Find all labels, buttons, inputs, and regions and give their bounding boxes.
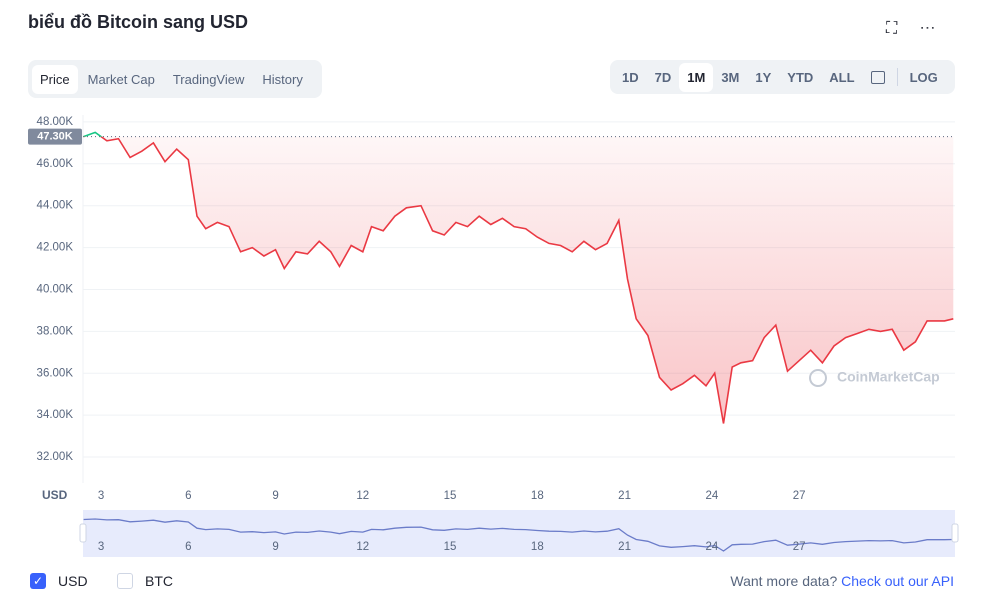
x-tick-label: 27: [793, 490, 806, 502]
range-button[interactable]: YTD: [787, 69, 814, 85]
range-bar: 1D 7D 1M 3M 1Y YTD ALL LOG: [610, 60, 955, 94]
watermark: CoinMarketCap: [837, 369, 940, 385]
y-tick-label: 42.00K: [37, 242, 74, 254]
footer: Want more data? Check out our API: [730, 573, 954, 589]
x-tick-label: 21: [618, 490, 631, 502]
log-button[interactable]: LOG: [909, 69, 938, 85]
separator: [896, 68, 898, 86]
legend-item[interactable]: BTC: [117, 573, 173, 589]
legend-label: BTC: [145, 573, 173, 589]
navigator-tick-label: 27: [793, 541, 806, 553]
y-axis-label: USD: [42, 488, 68, 502]
x-tick-label: 6: [185, 490, 191, 502]
price-marker-label: 47.30K: [37, 130, 73, 142]
navigator-handle[interactable]: [951, 523, 959, 543]
range-button[interactable]: 1D: [622, 69, 639, 85]
navigator-tick-label: 24: [705, 541, 718, 553]
tab-bar: Price Market Cap TradingView History: [28, 60, 322, 98]
tab[interactable]: Price: [32, 64, 78, 94]
navigator-handle[interactable]: [79, 523, 87, 543]
navigator-tick-label: 18: [531, 541, 544, 553]
navigator-tick-label: 15: [444, 541, 457, 553]
price-marker-bg: [28, 128, 82, 145]
x-tick-label: 24: [705, 490, 718, 502]
legend-item[interactable]: ✓ USD: [30, 573, 88, 589]
y-tick-label: 44.00K: [37, 200, 74, 212]
range-button[interactable]: 3M: [721, 69, 740, 85]
y-tick-label: 32.00K: [37, 451, 74, 463]
navigator-tick-label: 9: [272, 541, 278, 553]
x-tick-label: 18: [531, 490, 544, 502]
y-tick-label: 38.00K: [37, 325, 74, 337]
y-tick-label: 34.00K: [37, 409, 74, 421]
x-tick-label: 9: [272, 490, 278, 502]
navigator-line: [83, 518, 954, 552]
range-button[interactable]: 1M: [679, 62, 714, 92]
tab[interactable]: TradingView: [172, 71, 245, 87]
navigator-tick-label: 3: [98, 541, 104, 553]
area-fill: [83, 136, 954, 424]
calendar-button[interactable]: [870, 70, 885, 84]
toolbar-icons[interactable]: ⛶⋯: [886, 20, 958, 37]
api-link[interactable]: Check out our API: [841, 573, 954, 589]
checkbox[interactable]: [117, 573, 133, 589]
legend-label: USD: [58, 573, 88, 589]
x-tick-label: 15: [444, 490, 457, 502]
y-tick-label: 48.00K: [37, 116, 74, 128]
x-tick-label: 3: [98, 490, 104, 502]
tab[interactable]: Market Cap: [87, 71, 155, 87]
price-line: [83, 136, 954, 424]
navigator-bg: [83, 510, 955, 557]
range-button[interactable]: 7D: [654, 69, 672, 85]
y-tick-label: 40.00K: [37, 284, 74, 296]
footer-prompt: Want more data?: [730, 573, 838, 589]
tab[interactable]: History: [262, 71, 303, 87]
range-button[interactable]: 1Y: [755, 69, 772, 85]
y-tick-label: 36.00K: [37, 367, 74, 379]
navigator-tick-label: 6: [185, 541, 191, 553]
checkbox-checked[interactable]: ✓: [30, 573, 46, 589]
watermark-logo: [809, 369, 827, 387]
chart-title: biểu đồ Bitcoin sang USD: [28, 12, 249, 32]
x-tick-label: 12: [356, 490, 369, 502]
y-tick-label: 46.00K: [37, 158, 74, 170]
navigator-tick-label: 21: [618, 541, 631, 553]
navigator-tick-label: 12: [356, 541, 369, 553]
range-button[interactable]: ALL: [829, 69, 855, 85]
